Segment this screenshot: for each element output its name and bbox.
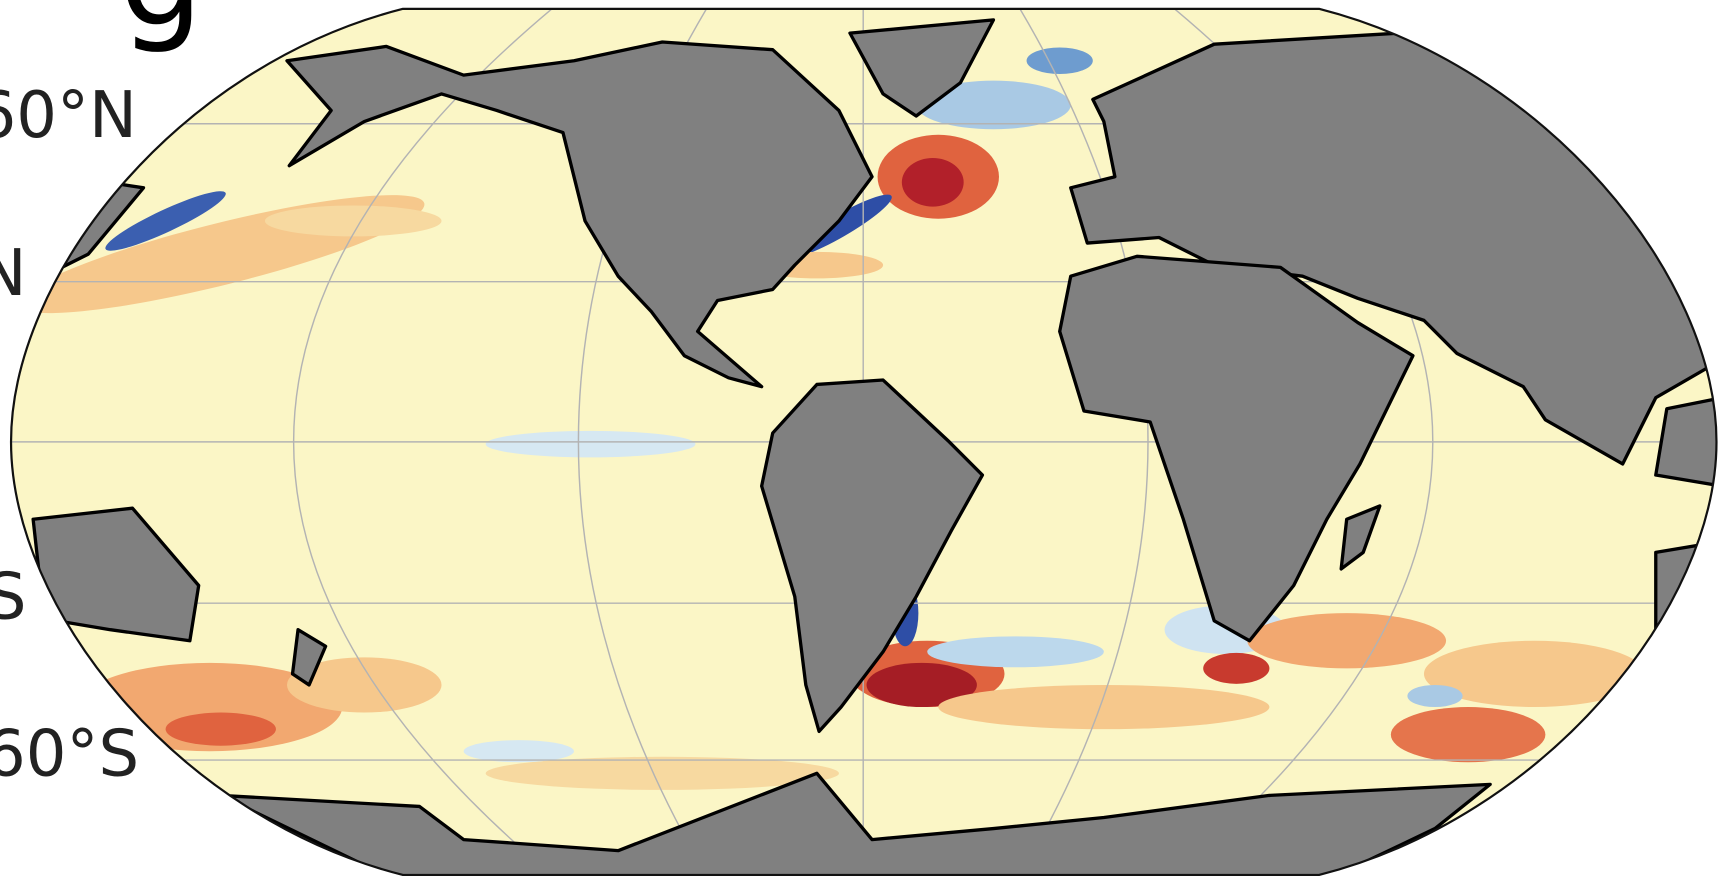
lat-label: 30°S xyxy=(0,561,26,635)
map-outline xyxy=(9,7,1718,877)
lat-label: 60°S xyxy=(0,717,139,791)
lat-label: 30°N xyxy=(0,237,26,311)
lat-label: 60°N xyxy=(0,79,137,153)
panel-label: g xyxy=(119,0,203,56)
anomaly-field xyxy=(17,47,1645,790)
